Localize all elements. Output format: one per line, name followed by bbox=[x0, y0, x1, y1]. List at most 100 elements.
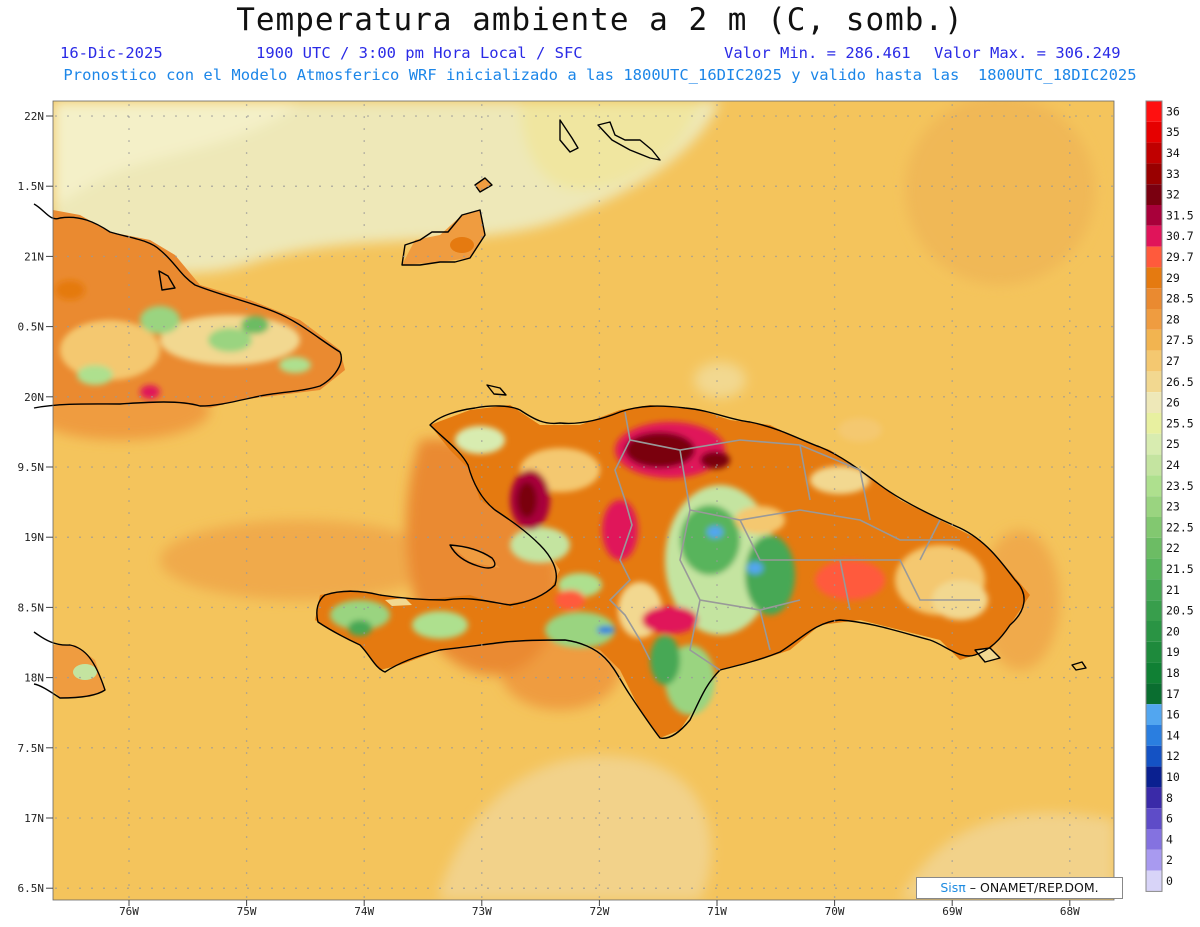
colorbar-swatch bbox=[1146, 683, 1162, 705]
colorbar-label: 0 bbox=[1166, 874, 1173, 888]
colorbar-label: 2 bbox=[1166, 853, 1173, 867]
lat-tick-label: 22N bbox=[24, 110, 44, 123]
lon-tick-label: 73W bbox=[472, 905, 492, 918]
lat-tick-label: 7.5N bbox=[18, 742, 45, 755]
colorbar-label: 36 bbox=[1166, 104, 1180, 118]
colorbar-label: 32 bbox=[1166, 188, 1180, 202]
colorbar-label: 8 bbox=[1166, 791, 1173, 805]
colorbar-label: 20 bbox=[1166, 624, 1180, 638]
colorbar-label: 6 bbox=[1166, 812, 1173, 826]
colorbar-label: 23.5 bbox=[1166, 479, 1194, 493]
colorbar-label: 22.5 bbox=[1166, 520, 1194, 534]
lat-tick-label: 1.5N bbox=[18, 180, 45, 193]
sispi-logo-text: Sisπ bbox=[940, 880, 966, 895]
lon-tick-label: 69W bbox=[942, 905, 962, 918]
haiti-dr-border bbox=[608, 411, 651, 661]
colorbar-swatch bbox=[1146, 870, 1162, 892]
colorbar-swatch bbox=[1146, 662, 1162, 684]
colorbar-label: 20.5 bbox=[1166, 604, 1194, 618]
model-info: Pronostico con el Modelo Atmosferico WRF… bbox=[63, 66, 1137, 84]
colorbar-label: 35 bbox=[1166, 125, 1180, 139]
colorbar-label: 30.7 bbox=[1166, 229, 1194, 243]
colorbar-label: 34 bbox=[1166, 146, 1180, 160]
colorbar-swatch bbox=[1146, 725, 1162, 746]
cuba-coast bbox=[33, 203, 342, 409]
colorbar-swatch bbox=[1146, 517, 1162, 538]
colorbar-swatch bbox=[1146, 621, 1162, 642]
lon-tick-label: 68W bbox=[1060, 905, 1080, 918]
lat-tick-label: 17N bbox=[24, 812, 44, 825]
dr-province-lines bbox=[629, 439, 980, 671]
colorbar-swatch bbox=[1146, 475, 1162, 497]
lon-tick-label: 74W bbox=[354, 905, 374, 918]
lon-tick-label: 71W bbox=[707, 905, 727, 918]
colorbar-label: 14 bbox=[1166, 728, 1180, 742]
colorbar-label: 28 bbox=[1166, 312, 1180, 326]
colorbar-label: 31.5 bbox=[1166, 208, 1194, 222]
colorbar-swatch bbox=[1146, 371, 1162, 393]
colorbar-frame bbox=[1145, 100, 1163, 892]
colorbar-swatch bbox=[1146, 350, 1162, 372]
lat-tick-label: 18N bbox=[24, 672, 44, 685]
colorbar-swatch bbox=[1146, 225, 1162, 247]
province-borders bbox=[608, 411, 980, 671]
colorbar-swatch bbox=[1146, 184, 1162, 205]
colorbar-label: 24 bbox=[1166, 458, 1180, 472]
credit-text: – ONAMET/REP.DOM. bbox=[965, 880, 1099, 895]
tortuga-island bbox=[486, 384, 507, 396]
lon-tick-label: 72W bbox=[589, 905, 609, 918]
colorbar-swatch bbox=[1146, 558, 1162, 580]
colorbar-swatch bbox=[1146, 849, 1162, 871]
colorbar-label: 17 bbox=[1166, 687, 1180, 701]
max-value: Valor Max. = 306.249 bbox=[934, 44, 1121, 62]
colorbar-swatch bbox=[1146, 413, 1162, 434]
colorbar-swatch bbox=[1146, 163, 1162, 185]
colorbar-swatch bbox=[1146, 309, 1162, 330]
map-plot-area bbox=[53, 101, 1114, 900]
cuba-cay bbox=[158, 270, 176, 291]
colorbar-label: 25 bbox=[1166, 437, 1180, 451]
valid-time: 1900 UTC / 3:00 pm Hora Local / SFC bbox=[256, 44, 583, 62]
colorbar-swatch bbox=[1146, 121, 1162, 143]
colorbar-swatch bbox=[1146, 329, 1162, 351]
lat-tick-label: 9.5N bbox=[18, 461, 45, 474]
colorbar-swatch bbox=[1146, 808, 1162, 829]
saona-island bbox=[974, 647, 1001, 663]
caicos-islet bbox=[474, 177, 493, 193]
coastlines bbox=[33, 119, 1087, 739]
colorbar-swatch bbox=[1146, 829, 1162, 850]
colorbar-label: 26.5 bbox=[1166, 375, 1194, 389]
lat-tick-label: 6.5N bbox=[18, 882, 45, 895]
lat-tick-label: 0.5N bbox=[18, 321, 45, 334]
bahamas-island-1 bbox=[559, 119, 579, 153]
colorbar-swatch bbox=[1146, 288, 1162, 309]
lon-tick-label: 70W bbox=[825, 905, 845, 918]
colorbar-swatch bbox=[1146, 142, 1162, 164]
bahamas-island-2 bbox=[597, 121, 661, 161]
jamaica-coast bbox=[33, 631, 106, 699]
lat-tick-label: 19N bbox=[24, 531, 44, 544]
lat-tick-label: 8.5N bbox=[18, 601, 45, 614]
colorbar-label: 23 bbox=[1166, 500, 1180, 514]
colorbar-swatch bbox=[1146, 766, 1162, 788]
gonave-island bbox=[449, 544, 496, 569]
lon-tick-label: 75W bbox=[237, 905, 257, 918]
mona-island bbox=[1071, 661, 1087, 671]
colorbar-swatch bbox=[1146, 454, 1162, 476]
lat-tick-label: 20N bbox=[24, 391, 44, 404]
colorbar-swatch bbox=[1146, 496, 1162, 517]
colorbar-swatch bbox=[1146, 205, 1162, 226]
colorbar-label: 27 bbox=[1166, 354, 1180, 368]
colorbar-label: 22 bbox=[1166, 541, 1180, 555]
colorbar-label: 28.5 bbox=[1166, 292, 1194, 306]
lat-tick-label: 21N bbox=[24, 250, 44, 263]
colorbar-swatch bbox=[1146, 392, 1162, 413]
plot-frame bbox=[52, 100, 1115, 901]
colorbar-legend: 363534333231.530.729.72928.52827.52726.5… bbox=[1145, 100, 1194, 892]
map-title: Temperatura ambiente a 2 m (C, somb.) bbox=[236, 2, 964, 38]
credit-box: Sisπ – ONAMET/REP.DOM. bbox=[916, 877, 1123, 899]
colorbar-label: 12 bbox=[1166, 749, 1180, 763]
colorbar-label: 25.5 bbox=[1166, 416, 1194, 430]
colorbar-label: 19 bbox=[1166, 645, 1180, 659]
colorbar-swatch bbox=[1146, 579, 1162, 601]
